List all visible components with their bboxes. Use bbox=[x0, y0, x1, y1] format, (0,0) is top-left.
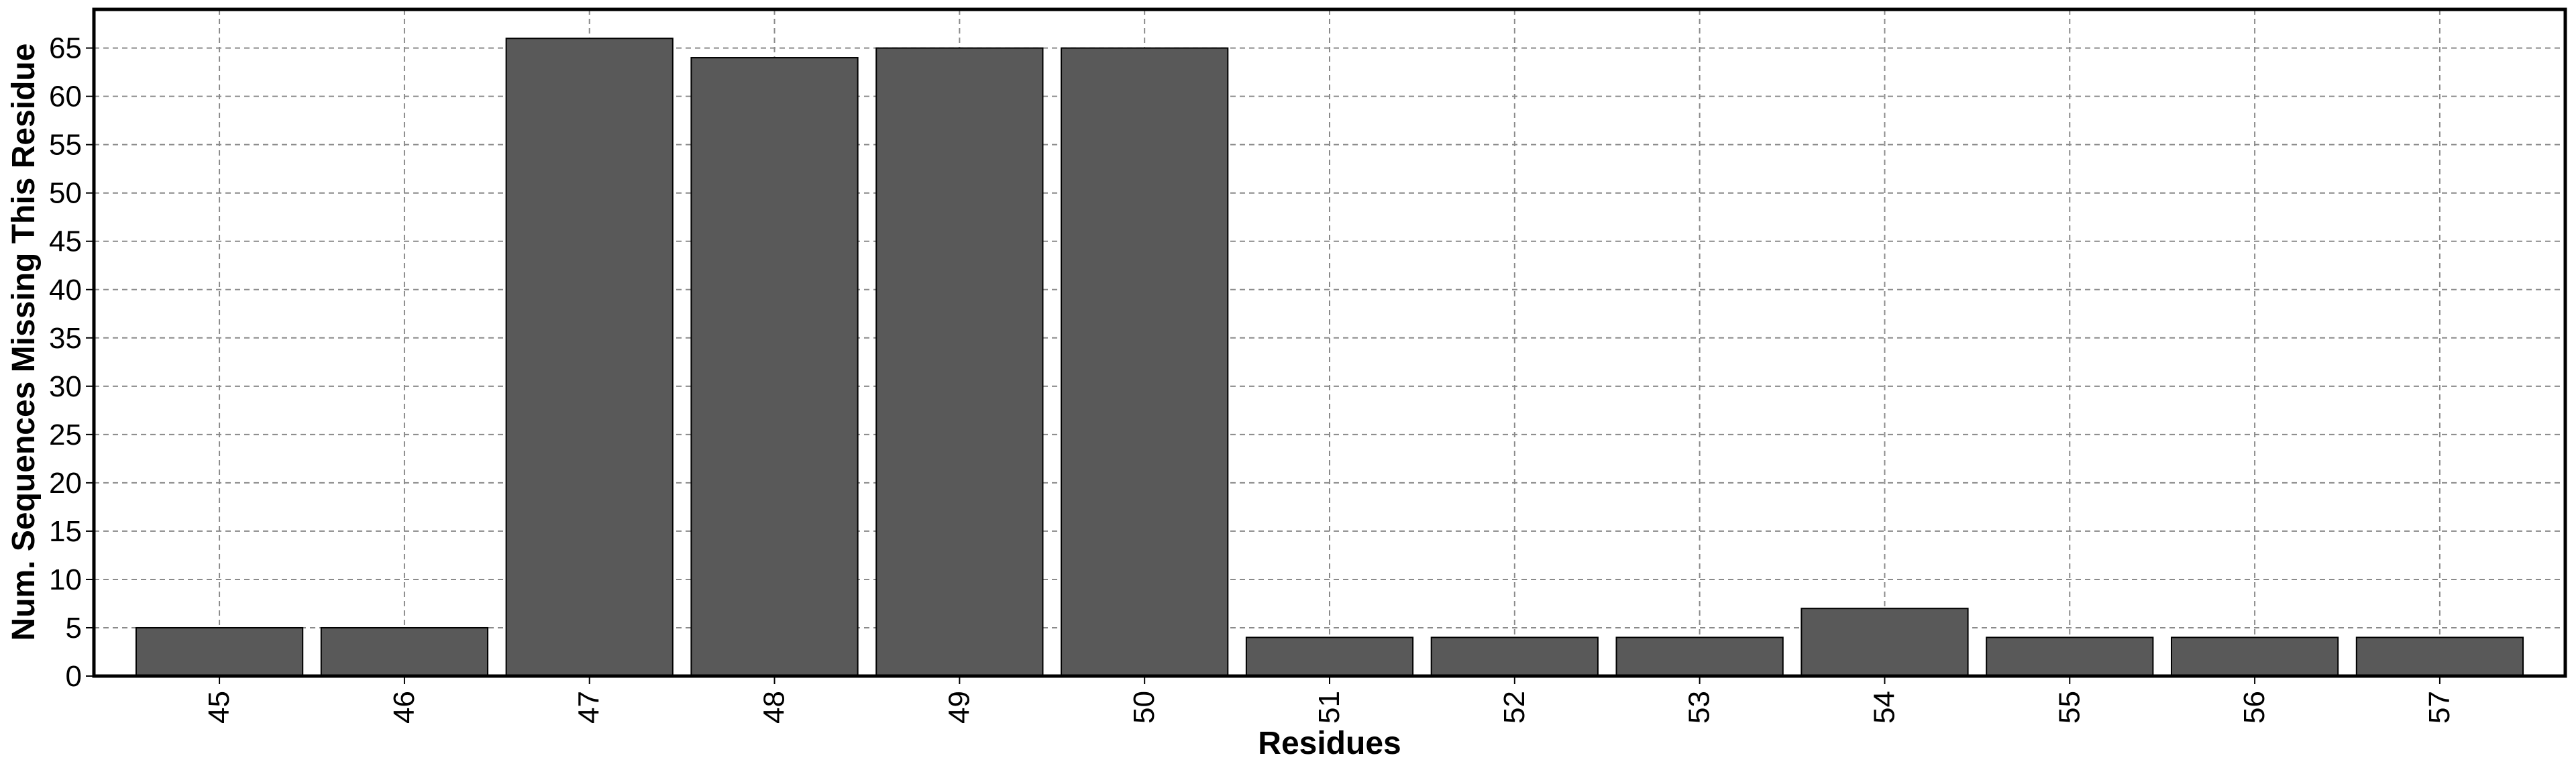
bar-49 bbox=[875, 47, 1044, 677]
x-tick-label: 55 bbox=[2053, 691, 2086, 724]
axes bbox=[86, 7, 2567, 684]
bar-52 bbox=[1430, 636, 1599, 677]
bar-51 bbox=[1245, 636, 1414, 677]
plot-frame bbox=[92, 7, 2567, 678]
x-tick-label: 50 bbox=[1128, 691, 1161, 724]
bar-50 bbox=[1061, 47, 1229, 677]
bar-54 bbox=[1801, 608, 1969, 677]
bar-55 bbox=[1986, 636, 2154, 677]
bar-57 bbox=[2355, 636, 2524, 677]
x-tick-label: 49 bbox=[943, 691, 975, 724]
bar-48 bbox=[690, 57, 859, 677]
y-tick-label: 50 bbox=[49, 177, 82, 210]
y-tick-labels: 0 5 10 15 20 25 30 35 40 45 50 55 60 65 bbox=[49, 32, 82, 693]
x-tick-label: 45 bbox=[203, 691, 235, 724]
y-tick-label: 60 bbox=[49, 80, 82, 113]
x-tick-label: 52 bbox=[1498, 691, 1531, 724]
y-tick-label: 20 bbox=[49, 467, 82, 500]
y-tick-label: 30 bbox=[49, 370, 82, 403]
x-tick-label: 48 bbox=[758, 691, 791, 724]
bar-56 bbox=[2170, 636, 2339, 677]
x-tick-label: 47 bbox=[573, 691, 606, 724]
x-tick-label: 57 bbox=[2423, 691, 2456, 724]
y-tick-label: 5 bbox=[66, 612, 82, 645]
x-tick-label: 54 bbox=[1868, 691, 1900, 724]
y-axis-label: Num. Sequences Missing This Residue bbox=[6, 44, 42, 641]
y-tick-label: 10 bbox=[49, 563, 82, 596]
bar-53 bbox=[1615, 636, 1784, 677]
y-tick-label: 55 bbox=[49, 129, 82, 162]
y-tick-label: 25 bbox=[49, 419, 82, 451]
x-tick-label: 51 bbox=[1313, 691, 1346, 724]
y-tick-label: 65 bbox=[49, 32, 82, 65]
bar-45 bbox=[135, 626, 304, 677]
y-tick-label: 15 bbox=[49, 515, 82, 548]
x-tick-label: 46 bbox=[388, 691, 421, 724]
y-tick-label: 40 bbox=[49, 274, 82, 307]
x-tick-label: 56 bbox=[2238, 691, 2271, 724]
bars bbox=[135, 38, 2524, 677]
y-tick-label: 35 bbox=[49, 322, 82, 355]
bar-47 bbox=[505, 38, 674, 677]
y-tick-label: 45 bbox=[49, 225, 82, 258]
x-tick-labels: 45 46 47 48 49 50 51 52 53 54 55 56 57 bbox=[203, 691, 2456, 724]
y-tick-label: 0 bbox=[66, 660, 82, 693]
x-tick-label: 53 bbox=[1683, 691, 1716, 724]
x-axis-label: Residues bbox=[1258, 726, 1401, 761]
bar-46 bbox=[320, 626, 489, 677]
